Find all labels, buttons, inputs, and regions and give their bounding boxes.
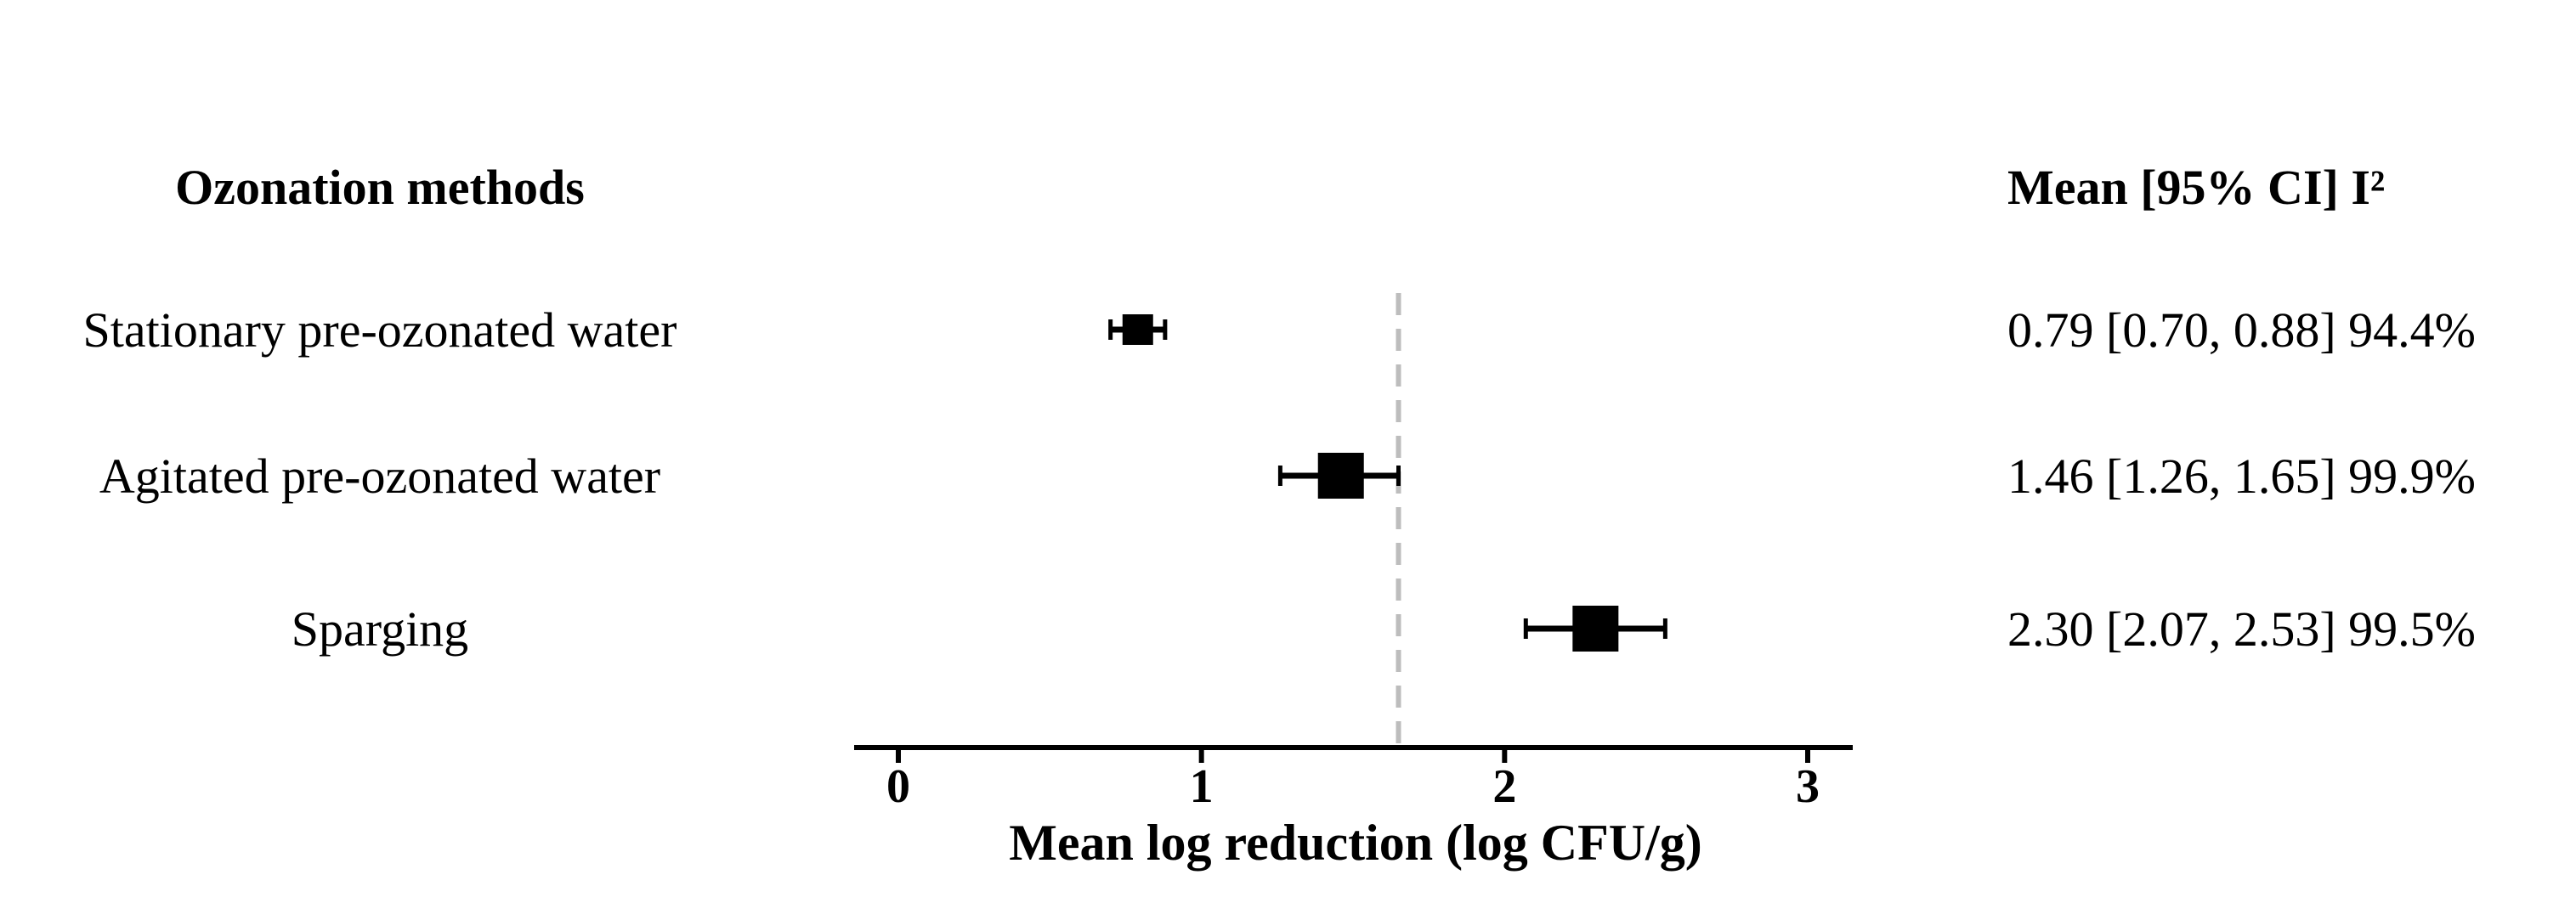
x-tick-label: 0 [886,760,910,813]
row-stat: 1.46 [1.26, 1.65] 99.9% [2007,449,2476,504]
row-label: Sparging [292,601,468,657]
x-tick-label: 2 [1492,760,1516,813]
row-label: Agitated pre-ozonated water [99,449,660,504]
x-tick-label: 3 [1796,760,1820,813]
mean-marker [1317,453,1364,499]
mean-marker [1122,314,1153,345]
forest-row: Stationary pre-ozonated water 0.79 [0.70,… [83,302,2476,358]
row-label: Stationary pre-ozonated water [83,302,677,358]
x-tick-label: 1 [1190,760,1214,813]
forest-row: Agitated pre-ozonated water 1.46 [1.26, 1… [99,449,2476,504]
row-stat: 0.79 [0.70, 0.88] 94.4% [2007,302,2476,358]
mean-marker [1572,606,1619,652]
x-axis-label: Mean log reduction (log CFU/g) [1009,815,1701,871]
stats-header: Mean [95% CI] I² [2007,160,2385,215]
methods-header: Ozonation methods [175,160,585,215]
row-stat: 2.30 [2.07, 2.53] 99.5% [2007,601,2476,657]
forest-row: Sparging 2.30 [2.07, 2.53] 99.5% [292,601,2476,657]
